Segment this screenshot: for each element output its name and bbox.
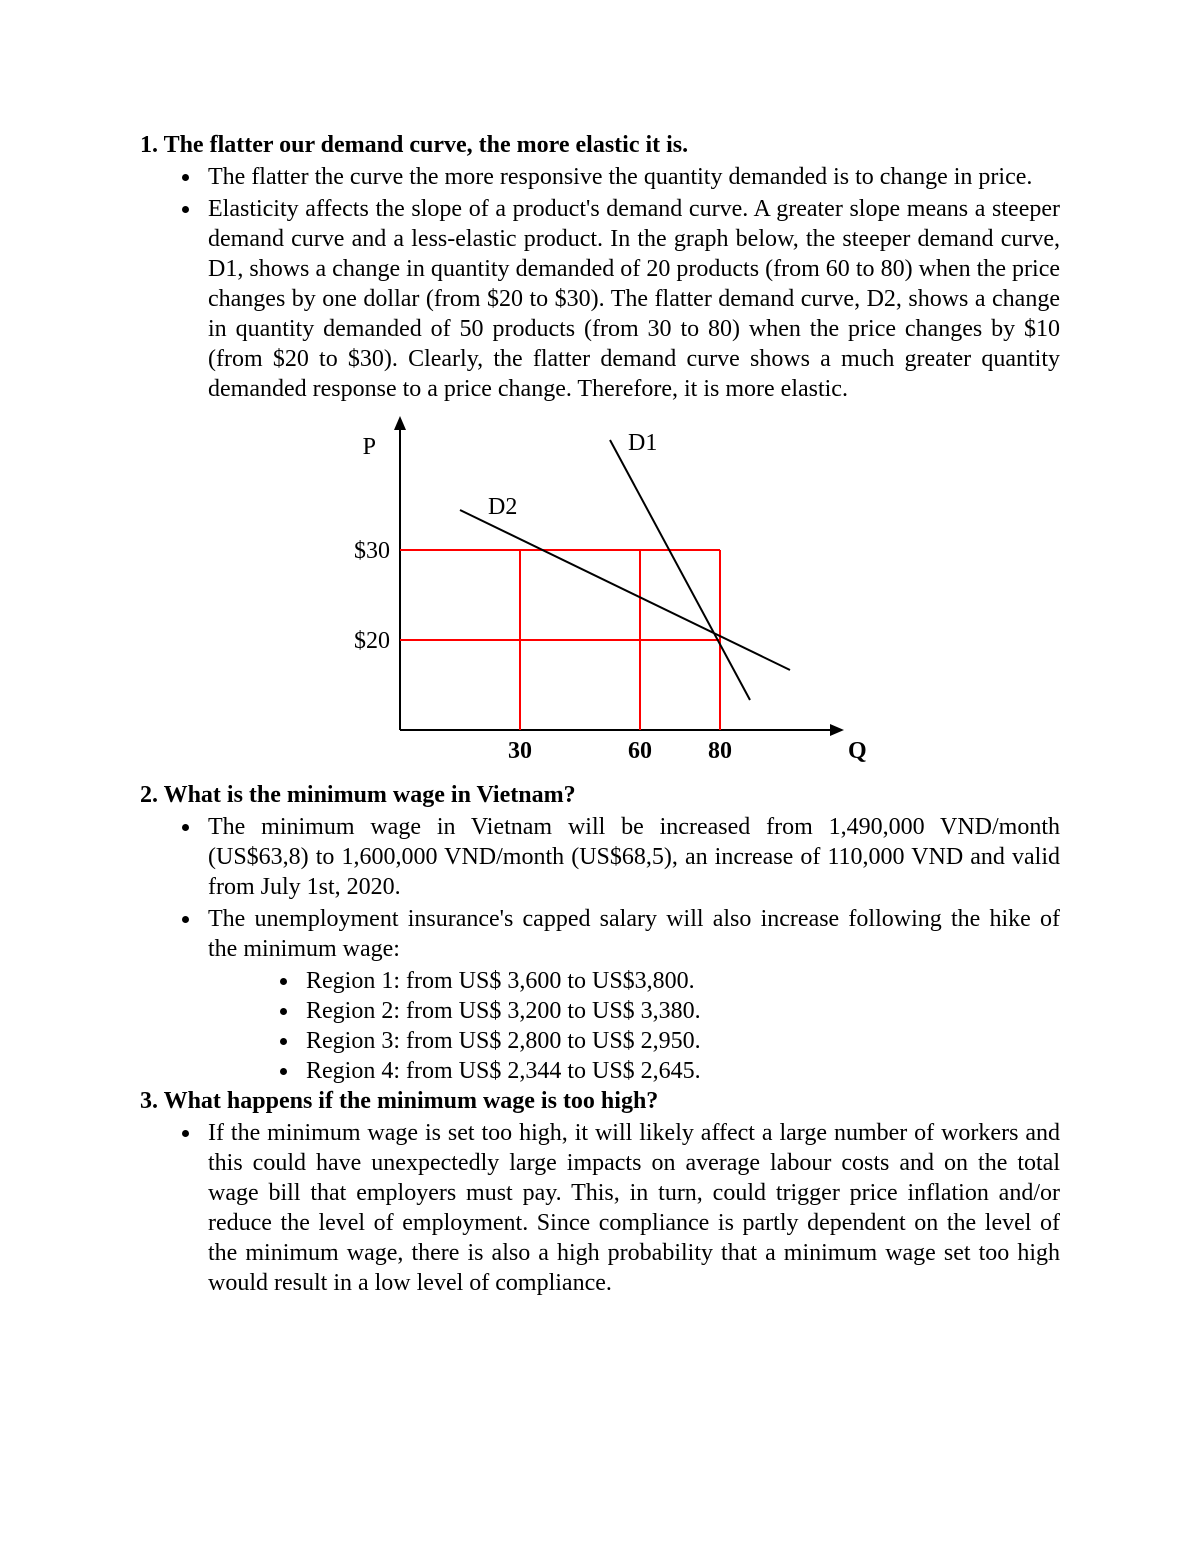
q2-regions: Region 1: from US$ 3,600 to US$3,800. Re…	[140, 966, 1060, 1086]
q1-bullets: The flatter the curve the more responsiv…	[140, 162, 1060, 404]
q1-heading: 1. The flatter our demand curve, the mor…	[140, 130, 1060, 160]
document-page: 1. The flatter our demand curve, the mor…	[0, 0, 1200, 1553]
q2-bullets: The minimum wage in Vietnam will be incr…	[140, 812, 1060, 964]
q3-bullet-1: If the minimum wage is set too high, it …	[202, 1118, 1060, 1298]
q2-bullet-2: The unemployment insurance's capped sala…	[202, 904, 1060, 964]
svg-text:$20: $20	[354, 628, 390, 654]
svg-text:80: 80	[708, 738, 732, 764]
svg-text:60: 60	[628, 738, 652, 764]
q1-bullet-1: The flatter the curve the more responsiv…	[202, 162, 1060, 192]
svg-text:$30: $30	[354, 538, 390, 564]
chart-svg: $20 $30 30 60 80 D1 D2 P Q	[320, 410, 880, 780]
q2-region-3: Region 3: from US$ 2,800 to US$ 2,950.	[300, 1026, 1060, 1056]
svg-text:P: P	[363, 434, 376, 460]
q2-heading: 2. What is the minimum wage in Vietnam?	[140, 780, 1060, 810]
svg-text:30: 30	[508, 738, 532, 764]
q2-region-4: Region 4: from US$ 2,344 to US$ 2,645.	[300, 1056, 1060, 1086]
q3-bullets: If the minimum wage is set too high, it …	[140, 1118, 1060, 1298]
q3-heading: 3. What happens if the minimum wage is t…	[140, 1086, 1060, 1116]
q2-bullet-1: The minimum wage in Vietnam will be incr…	[202, 812, 1060, 902]
q2-region-1: Region 1: from US$ 3,600 to US$3,800.	[300, 966, 1060, 996]
svg-text:D2: D2	[488, 494, 517, 520]
q2-region-2: Region 2: from US$ 3,200 to US$ 3,380.	[300, 996, 1060, 1026]
demand-curve-chart: $20 $30 30 60 80 D1 D2 P Q	[140, 410, 1060, 780]
q1-bullet-2: Elasticity affects the slope of a produc…	[202, 194, 1060, 404]
svg-text:Q: Q	[848, 738, 867, 764]
svg-text:D1: D1	[628, 430, 657, 456]
